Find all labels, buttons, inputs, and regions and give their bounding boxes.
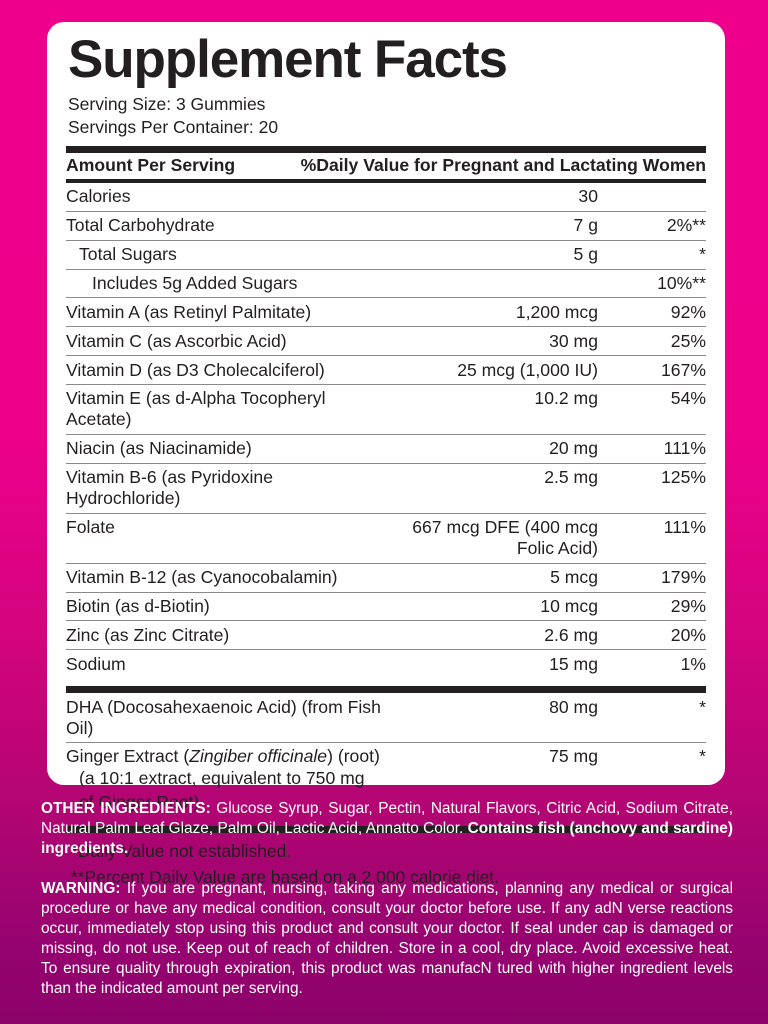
serving-size: Serving Size: 3 Gummies [68, 94, 266, 115]
table-row: Ginger Extract (Zingiber officinale) (ro… [66, 743, 706, 818]
column-header-daily-value: %Daily Value for Pregnant and Lactating … [300, 155, 706, 176]
table-row: Vitamin A (as Retinyl Palmitate) 1,200 mc… [66, 297, 706, 328]
nutrition-header-table: Amount Per Serving %Daily Value for Preg… [66, 153, 706, 179]
nutrient-amount: 30 [384, 182, 602, 212]
table-row: DHA (Docosahexaenoic Acid) (from Fish Oi… [66, 693, 706, 744]
table-row: Vitamin B-6 (as Pyridoxine Hydrochloride… [66, 463, 706, 514]
table-row: Sodium 15 mg 1% [66, 650, 706, 678]
table-row: Total Sugars 5 g * [66, 240, 706, 270]
nutrient-table: Calories 30 Total Carbohydrate 7 g 2%** Total… [66, 182, 706, 678]
nutrient-amount: 20 mg [384, 434, 602, 464]
nutrient-daily-value: 1% [680, 653, 706, 674]
nutrient-name: Folate [66, 513, 384, 564]
other-ingredients-body: Glucose Syrup, Sugar, Pectin, Natural Fl… [41, 800, 733, 838]
footnote-percent-daily-value: **Percent Daily Value are based on a 2,0… [71, 866, 499, 887]
divider-thick-top [66, 146, 706, 154]
nutrient-name: Vitamin A (as Retinyl Palmitate) [66, 297, 384, 328]
nutrient-amount [384, 269, 602, 299]
nutrient-daily-value: * [602, 240, 706, 270]
page-title: Supplement Facts [68, 30, 508, 89]
supplement-facts-panel: Supplement Facts Serving Size: 3 Gummies… [47, 22, 725, 887]
nutrient-daily-value: 92% [602, 297, 706, 328]
nutrient-daily-value: 125% [602, 463, 706, 514]
table-row: Total Carbohydrate 7 g 2%** [66, 211, 706, 241]
botanical-name: Ginger Extract (Zingiber officinale) (ro… [66, 743, 384, 818]
nutrient-amount: 2.5 mg [384, 463, 602, 514]
nutrient-amount: 25 mcg (1,000 IU) [384, 355, 602, 386]
warning-body: If you are pregnant, nursing, taking any… [41, 880, 733, 998]
footnote-daily-value-not-established: *Daily Value not established. [71, 840, 292, 861]
botanical-amount: 75 mg [549, 746, 598, 767]
servings-per-container: Servings Per Container: 20 [68, 116, 279, 137]
botanical-amount: 80 mg [384, 693, 602, 744]
divider-thick-botanicals [66, 686, 706, 694]
table-row: Zinc (as Zinc Citrate) 2.6 mg 20% [66, 620, 706, 651]
nutrient-name: Vitamin B-12 (as Cyanocobalamin) [66, 563, 384, 593]
nutrient-amount: 30 mg [384, 326, 602, 357]
nutrient-name: Biotin (as d-Biotin) [66, 592, 384, 622]
botanical-subnote: (a 10:1 extract, equivalent to 750 mg of… [79, 768, 365, 812]
nutrient-name: Niacin (as Niacinamide) [66, 434, 384, 464]
allergen-statement: Contains fish (anchovy and sardine) ingr… [41, 820, 733, 858]
table-row: Biotin (as d-Biotin) 10 mcg 29% [66, 592, 706, 622]
nutrient-name: Vitamin E (as d-Alpha Tocopheryl Acetate… [66, 384, 384, 435]
table-row: Vitamin C (as Ascorbic Acid) 30 mg 25% [66, 326, 706, 357]
nutrient-daily-value: 167% [602, 355, 706, 386]
botanical-daily-value: * [699, 746, 706, 767]
warning-block: WARNING: If you are pregnant, nursing, t… [41, 879, 733, 999]
table-row: Includes 5g Added Sugars 10%** [66, 269, 706, 299]
nutrient-name: Sodium [66, 653, 126, 674]
nutrient-name: Total Carbohydrate [66, 211, 384, 241]
divider-medium-header [66, 179, 706, 183]
nutrient-amount: 1,200 mcg [384, 297, 602, 328]
table-row: Calories 30 [66, 182, 706, 212]
nutrient-amount: 667 mcg DFE (400 mcg Folic Acid) [384, 513, 602, 564]
nutrient-daily-value: 111% [602, 434, 706, 464]
nutrient-daily-value: 20% [602, 620, 706, 651]
botanical-table: DHA (Docosahexaenoic Acid) (from Fish Oi… [66, 693, 706, 818]
nutrient-daily-value: 25% [602, 326, 706, 357]
nutrient-name: Zinc (as Zinc Citrate) [66, 620, 384, 651]
warning-heading: WARNING: [41, 880, 121, 897]
nutrient-name: Includes 5g Added Sugars [66, 269, 384, 299]
table-row: Vitamin E (as d-Alpha Tocopheryl Acetate… [66, 384, 706, 435]
other-ingredients-heading: OTHER INGREDIENTS: [41, 800, 211, 817]
nutrient-daily-value: 54% [602, 384, 706, 435]
nutrient-daily-value: 111% [602, 513, 706, 564]
nutrient-name: Vitamin D (as D3 Cholecalciferol) [66, 355, 384, 386]
nutrient-daily-value: 29% [602, 592, 706, 622]
column-header-amount: Amount Per Serving [66, 155, 236, 176]
botanical-daily-value: * [602, 693, 706, 744]
nutrient-daily-value: 179% [602, 563, 706, 593]
divider-thick-footnotes [66, 825, 706, 833]
nutrient-daily-value: 10%** [602, 269, 706, 299]
nutrient-amount: 7 g [384, 211, 602, 241]
nutrient-amount: 2.6 mg [384, 620, 602, 651]
nutrient-amount: 5 mcg [384, 563, 602, 593]
table-row: Vitamin D (as D3 Cholecalciferol) 25 mcg … [66, 355, 706, 386]
other-ingredients-block: OTHER INGREDIENTS: Glucose Syrup, Sugar,… [41, 799, 733, 859]
nutrient-daily-value [602, 182, 706, 212]
nutrient-daily-value: 2%** [602, 211, 706, 241]
nutrient-amount: 5 g [384, 240, 602, 270]
table-row: Folate 667 mcg DFE (400 mcg Folic Acid) 11… [66, 513, 706, 564]
botanical-name: DHA (Docosahexaenoic Acid) (from Fish Oi… [66, 693, 384, 744]
nutrient-amount: 10.2 mg [384, 384, 602, 435]
nutrient-amount: 10 mcg [384, 592, 602, 622]
nutrient-name: Calories [66, 182, 384, 212]
nutrient-name: Vitamin B-6 (as Pyridoxine Hydrochloride… [66, 463, 384, 514]
table-header-row: Amount Per Serving %Daily Value for Preg… [66, 153, 706, 179]
table-row: Niacin (as Niacinamide) 20 mg 111% [66, 434, 706, 464]
nutrient-name: Vitamin C (as Ascorbic Acid) [66, 326, 384, 357]
nutrient-name: Total Sugars [66, 240, 384, 270]
nutrient-amount: 15 mg [549, 653, 598, 674]
table-row: Vitamin B-12 (as Cyanocobalamin) 5 mcg 179… [66, 563, 706, 593]
botanical-latin-name: Zingiber officinale [189, 746, 328, 767]
